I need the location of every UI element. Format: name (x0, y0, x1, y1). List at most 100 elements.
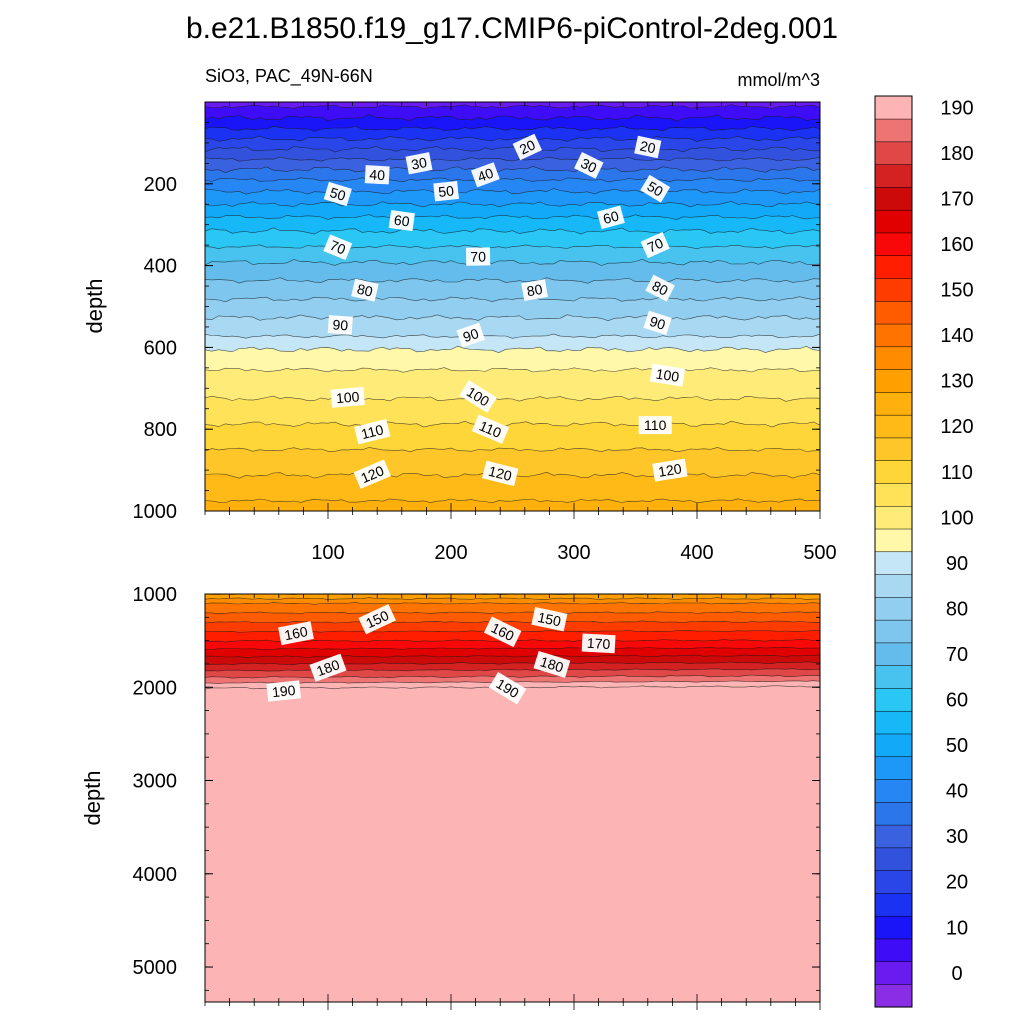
colorbar-tick-label: 160 (940, 234, 973, 256)
colorbar-swatch (874, 369, 913, 393)
contour-label-text: 50 (328, 184, 348, 204)
contour-line (205, 114, 820, 122)
contour-label: 60 (388, 210, 415, 232)
lower-contour-field (205, 594, 820, 1002)
contour-label: 30 (405, 152, 433, 175)
colorbar-swatch (874, 528, 913, 553)
colorbar-tick-label: 90 (946, 553, 968, 575)
colorbar-tick-label: 10 (946, 917, 968, 939)
contour-label: 80 (521, 279, 548, 302)
contour-label-box (327, 315, 353, 335)
contour-label-box (353, 459, 392, 489)
colorbar-tick-label: 130 (940, 371, 973, 393)
colorbar-swatch (874, 232, 913, 256)
contour-label-box (596, 205, 625, 230)
colorbar-swatch (874, 642, 913, 666)
contour-label-box (512, 133, 542, 161)
contour-label-text: 30 (578, 155, 599, 176)
contour-label: 110 (354, 418, 391, 445)
contour-label-box (330, 386, 365, 408)
contour-label-text: 50 (644, 178, 666, 200)
contour-label-box (533, 650, 571, 678)
lower-y-axis-label: depth (80, 770, 105, 825)
contour-label-box (471, 414, 510, 444)
colorbar-tick-label: 100 (940, 507, 973, 529)
lower-plot-frame (204, 593, 821, 1003)
contour-label-text: 160 (283, 623, 309, 643)
contour-label-box (433, 180, 459, 202)
colorbar-tick-label: 30 (946, 826, 968, 848)
colorbar-tick-label: 70 (946, 644, 968, 666)
colorbar-swatch (874, 710, 913, 735)
contour-label-text: 100 (655, 365, 681, 384)
contour-label-text: 80 (526, 281, 544, 299)
contour-label: 120 (482, 460, 519, 487)
contour-line (205, 201, 820, 208)
y-tick-label: 4000 (133, 864, 178, 886)
contour-label-text: 70 (470, 248, 486, 264)
contour-label: 90 (643, 310, 672, 336)
contour-label-text: 120 (487, 463, 514, 484)
colorbar-swatch (874, 346, 913, 370)
colorbar-swatch (874, 847, 913, 871)
contour-label-text: 150 (536, 609, 562, 630)
colorbar-swatch (874, 938, 913, 962)
colorbar-swatch (874, 414, 913, 439)
contour-label-text: 170 (587, 635, 611, 652)
colorbar-swatch (874, 277, 913, 302)
contour-label-box (471, 162, 500, 188)
contour-label-box (645, 274, 675, 302)
contour-label-box (465, 247, 491, 266)
contour-line (205, 104, 820, 109)
contour-line (205, 367, 820, 373)
colorbar-swatch (874, 141, 913, 165)
contour-label: 50 (640, 174, 671, 203)
colorbar-swatch (874, 733, 913, 758)
colorbar-tick-label: 20 (946, 872, 968, 894)
units-label: mmol/m^3 (738, 70, 820, 90)
contour-line (205, 277, 820, 284)
contour-line (205, 333, 820, 339)
contour-line (205, 395, 820, 402)
contour-label-text: 80 (356, 281, 375, 300)
upper-contour-lines (205, 104, 820, 504)
contour-label: 90 (327, 315, 353, 335)
colorbar-swatch (874, 482, 913, 507)
y-tick-label: 400 (144, 256, 177, 278)
y-tick-label: 600 (144, 337, 177, 359)
contour-label-box (323, 234, 353, 261)
contour-label: 100 (649, 363, 686, 387)
contour-line (205, 166, 820, 174)
colorbar-swatch (874, 574, 913, 598)
contour-line (205, 647, 820, 650)
contour-label-text: 110 (644, 417, 667, 433)
colorbar-swatch (874, 551, 913, 575)
contour-line (205, 135, 820, 142)
colorbar-swatch (874, 505, 913, 530)
colorbar-tick-label: 170 (940, 189, 973, 211)
contour-label: 190 (266, 680, 302, 702)
colorbar-tick-label: 150 (940, 280, 973, 302)
contour-line (205, 227, 820, 235)
contour-label-text: 70 (328, 237, 349, 258)
y-tick-label: 800 (144, 419, 177, 441)
colorbar-swatch (874, 255, 913, 279)
colorbar-tick-label: 110 (941, 462, 973, 484)
contour-line (205, 447, 820, 453)
contour-label-box (521, 279, 548, 302)
contour-label-box (581, 633, 616, 654)
colorbar-tick-label: 180 (940, 143, 973, 165)
x-tick-label: 200 (434, 542, 467, 564)
colorbar-tick-label: 190 (940, 97, 973, 119)
colorbar-tick-label: 80 (946, 598, 968, 620)
contour-label-box (483, 616, 522, 648)
contour-line (205, 296, 820, 303)
contour-label: 100 (330, 386, 365, 408)
contour-label-text: 70 (645, 235, 666, 256)
contour-label-text: 90 (461, 325, 481, 345)
contour-label-text: 90 (648, 313, 668, 333)
contour-label-box (638, 416, 672, 435)
contour-label: 160 (278, 621, 314, 646)
contour-label: 90 (456, 322, 485, 348)
contour-label-text: 50 (438, 182, 455, 200)
